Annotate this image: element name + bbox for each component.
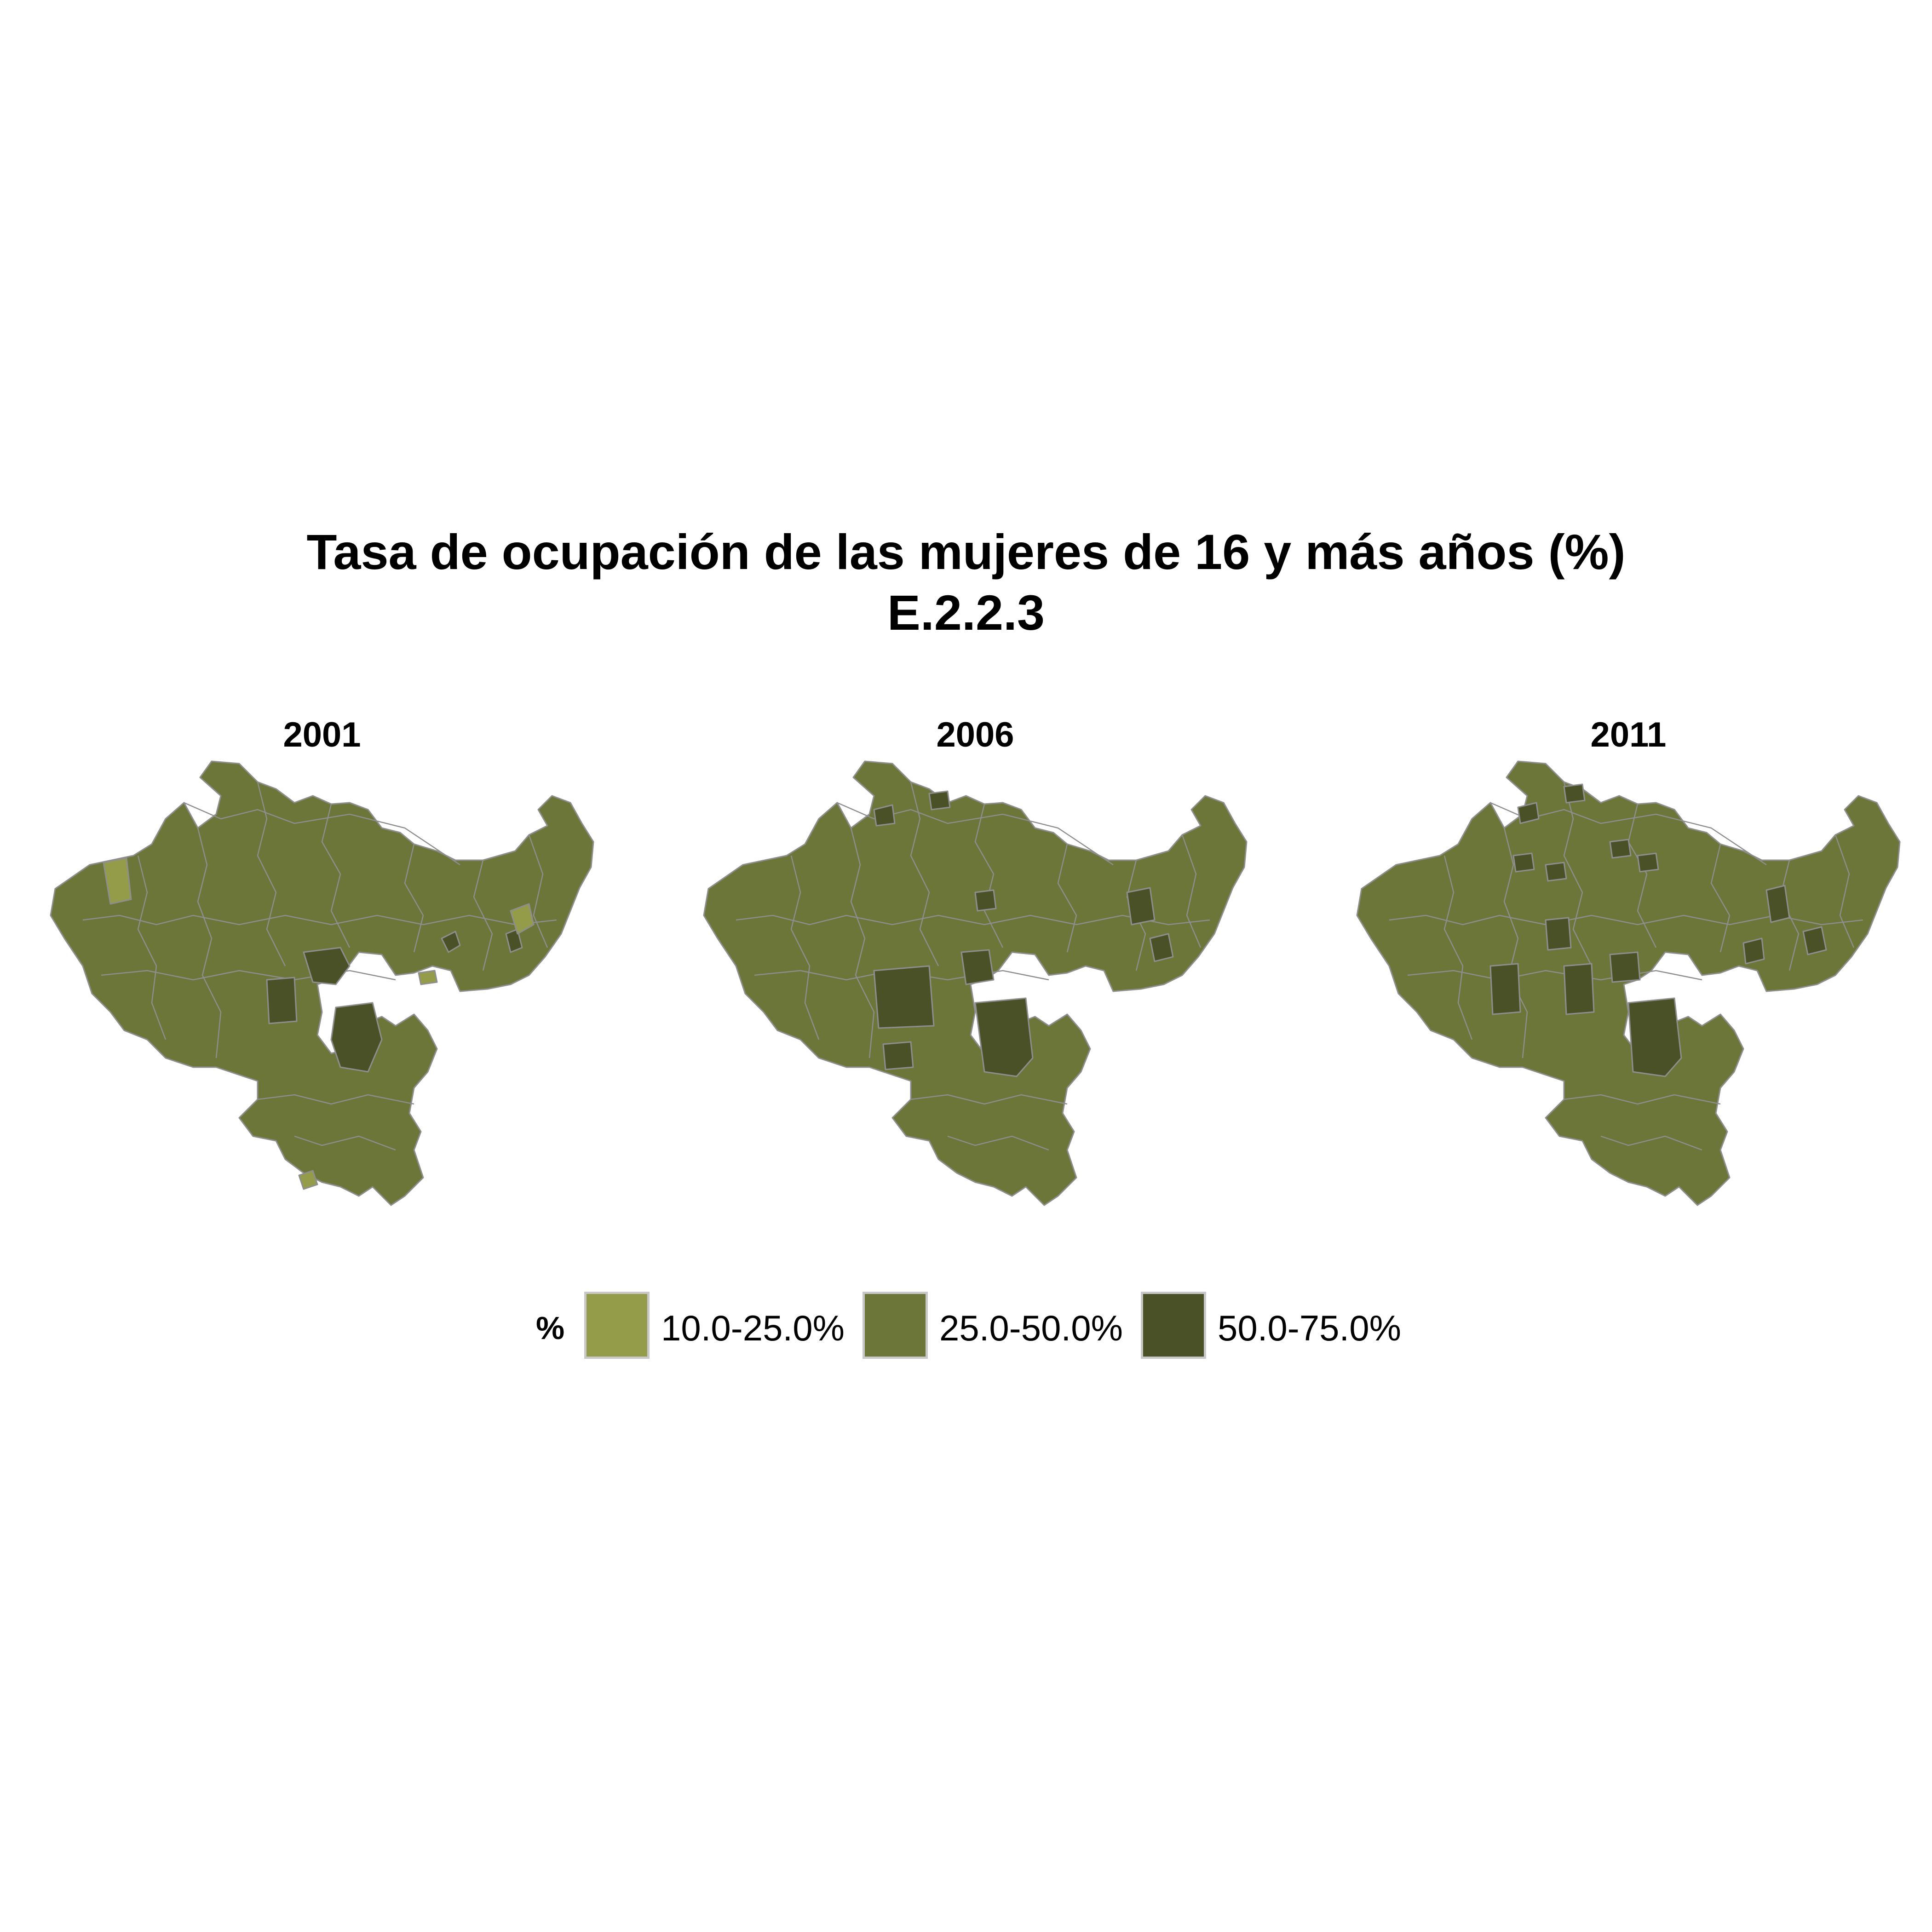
legend-key-mid — [862, 1292, 928, 1359]
legend-label-high: 50.0-75.0% — [1218, 1308, 1401, 1348]
legend-key-low — [584, 1292, 650, 1359]
facet-label-2006: 2006 — [936, 715, 1014, 754]
municipal-boundaries — [1389, 782, 1863, 1151]
legend-label-mid: 25.0-50.0% — [939, 1308, 1123, 1348]
high-class-areas-2006 — [873, 790, 1174, 1077]
legend-title: % — [536, 1310, 565, 1346]
facet-label-2001: 2001 — [283, 715, 361, 754]
chart-title: Tasa de ocupación de las mujeres de 16 y… — [306, 524, 1626, 580]
legend-label-low: 10.0-25.0% — [661, 1308, 845, 1348]
municipal-boundaries — [82, 782, 557, 1151]
chart-subtitle: E.2.2.3 — [887, 585, 1045, 640]
legend-key-high — [1141, 1292, 1206, 1359]
map-2006 — [703, 760, 1248, 1206]
low-class-areas-2001 — [103, 857, 535, 1190]
municipal-boundaries — [736, 782, 1210, 1151]
map-2011 — [1356, 760, 1901, 1206]
facet-label-2011: 2011 — [1590, 715, 1667, 754]
map-2001 — [50, 760, 594, 1206]
high-class-areas-2001 — [266, 928, 523, 1073]
high-class-areas-2011 — [1489, 783, 1827, 1077]
